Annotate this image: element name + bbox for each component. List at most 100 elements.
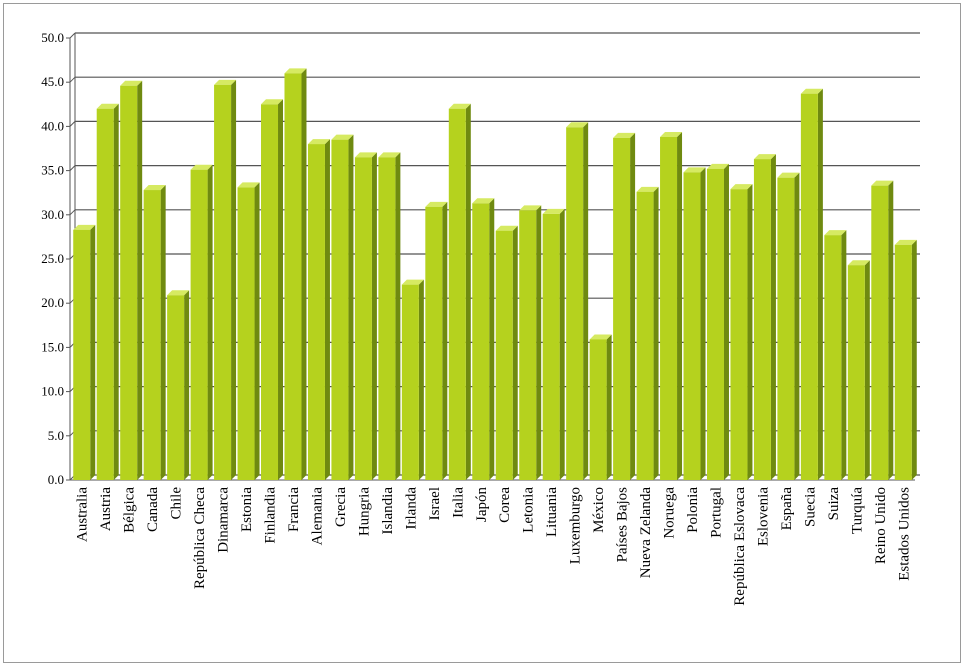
bar-front — [800, 93, 818, 480]
bar-front — [660, 137, 678, 480]
bar-top — [237, 182, 260, 188]
bar-top — [660, 132, 683, 138]
bar-front — [214, 84, 232, 481]
bar-side — [841, 230, 847, 480]
bar-front — [777, 177, 795, 480]
bar-front — [566, 127, 584, 480]
bar-side — [512, 225, 518, 480]
gridline-slant — [69, 121, 76, 127]
x-tick-label: Suiza — [826, 487, 842, 521]
bar — [824, 230, 847, 480]
x-tick-label: Portugal — [708, 487, 724, 538]
bar-side — [677, 132, 683, 480]
bar — [636, 186, 659, 481]
bar-front — [448, 108, 466, 480]
bar-front — [190, 169, 208, 480]
bar-side — [864, 260, 870, 480]
x-tick-label: Francia — [286, 487, 302, 532]
bar-top — [519, 205, 542, 211]
x-tick-label: Bélgica — [122, 487, 138, 533]
bar-top — [636, 186, 659, 192]
bar-side — [559, 208, 565, 480]
bar — [261, 99, 284, 481]
bar — [120, 80, 143, 481]
bar-side — [207, 164, 213, 480]
bar-top — [847, 260, 870, 266]
x-tick-label: Letonia — [521, 487, 537, 533]
gridline-slant — [69, 165, 76, 171]
bar — [167, 290, 190, 480]
x-tick-label: Estonia — [239, 487, 255, 532]
bar — [307, 139, 330, 480]
bar — [143, 185, 166, 480]
x-tick-label: Corea — [497, 487, 513, 523]
y-axis: 0.0 5.0 10.0 15.0 20.0 25.0 30.0 35.0 40.0 45.0 50… — [41, 30, 70, 487]
x-tick-label: Japón — [474, 487, 490, 522]
bar-front — [730, 189, 748, 480]
bar-front — [378, 157, 396, 480]
x-tick-label: Lituania — [544, 487, 560, 537]
bar-front — [284, 73, 302, 481]
bar-side — [700, 167, 706, 481]
bar-front — [167, 295, 185, 480]
x-tick-label: Australia — [75, 487, 91, 542]
bar-side — [747, 184, 753, 480]
bar-side — [888, 180, 894, 481]
bar-top — [566, 122, 589, 128]
bar-front — [237, 187, 255, 480]
y-tick-label: 0.0 — [48, 472, 64, 487]
gridline-slant — [69, 32, 76, 39]
bar-front — [613, 137, 631, 480]
bar-top — [800, 88, 823, 94]
bar — [847, 260, 870, 480]
x-tick-label: Alemania — [309, 487, 325, 546]
bar — [542, 208, 565, 480]
bar — [566, 122, 589, 480]
bar — [660, 132, 683, 480]
y-tick-label: 40.0 — [41, 118, 64, 133]
bar-side — [184, 290, 190, 480]
x-axis: Australia Austria Bélgica Canada Chile Repúbl… — [75, 487, 913, 606]
bar-front — [847, 265, 865, 480]
bar-front — [354, 157, 372, 480]
bar — [495, 225, 518, 480]
bars — [73, 68, 917, 481]
bar-top — [378, 152, 401, 158]
y-tick-label: 35.0 — [41, 163, 64, 178]
bar-front — [871, 185, 889, 481]
bar-side — [442, 201, 448, 480]
x-tick-label: Grecia — [333, 487, 349, 527]
bar-front — [472, 203, 490, 481]
bar-top — [706, 163, 729, 169]
bar — [753, 154, 776, 480]
x-tick-label: Austria — [98, 487, 114, 532]
bar-side — [231, 79, 237, 481]
bar — [73, 224, 96, 480]
bar-front — [636, 191, 654, 481]
x-tick-label: Reino Unido — [873, 487, 889, 564]
bar-side — [137, 80, 143, 481]
bar-top — [683, 167, 706, 173]
bar-side — [536, 205, 542, 480]
bar-top — [284, 68, 307, 74]
bar-side — [113, 103, 119, 480]
bar-front — [589, 339, 607, 480]
bar-side — [371, 152, 377, 480]
bar-front — [401, 284, 419, 480]
bar — [800, 88, 823, 480]
x-tick-label: Suecia — [802, 487, 818, 527]
bar-side — [653, 186, 659, 481]
bar — [589, 334, 612, 480]
x-tick-label: Irlanda — [403, 487, 419, 530]
bar-top — [777, 172, 800, 178]
bar-side — [583, 122, 589, 480]
bar-top — [894, 239, 917, 245]
bar-side — [90, 224, 96, 480]
bar-front — [307, 144, 325, 480]
bar-side — [630, 132, 636, 480]
x-tick-label: Turquía — [849, 487, 865, 534]
bar — [777, 172, 800, 480]
bar — [706, 163, 729, 480]
bar-side — [348, 134, 354, 480]
